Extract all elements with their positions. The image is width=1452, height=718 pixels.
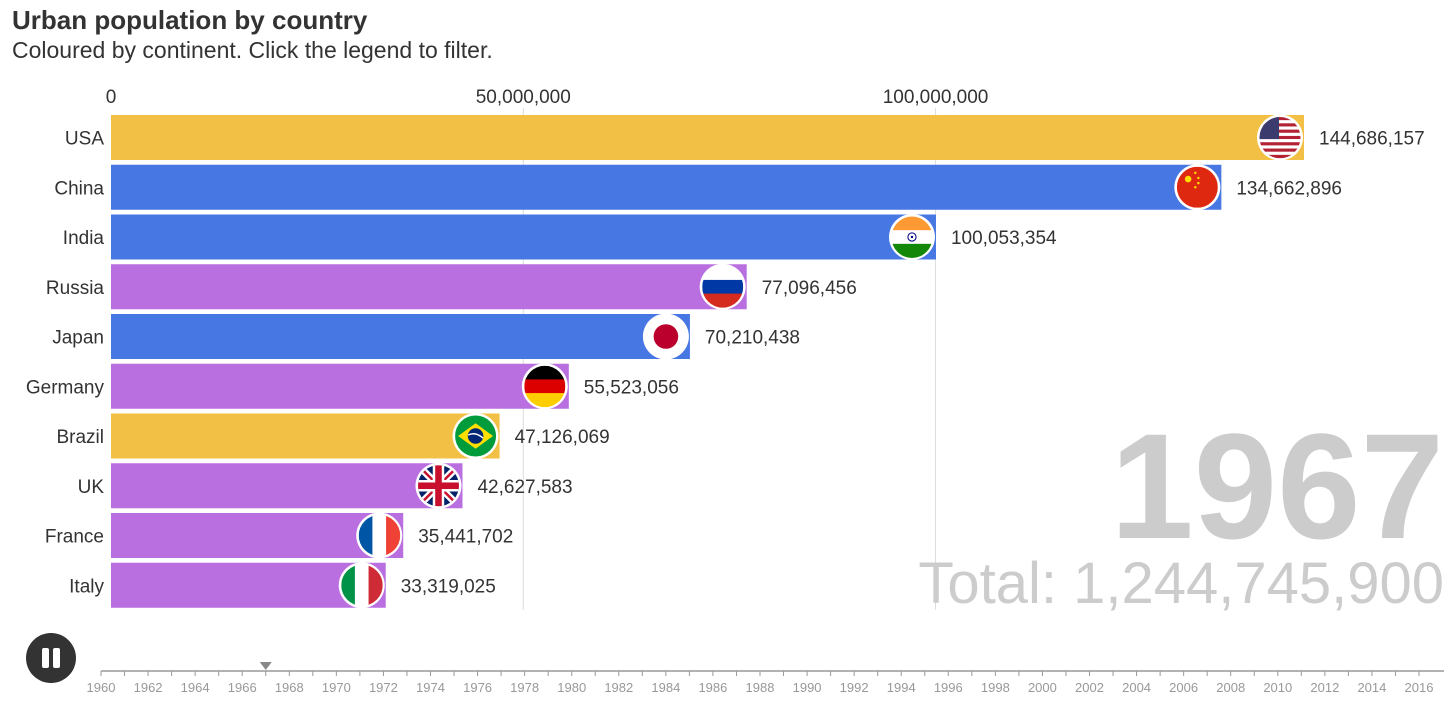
timeline-year-label[interactable]: 1968 <box>275 680 304 695</box>
bar-brazil[interactable] <box>111 413 500 459</box>
bar-category-label: India <box>63 228 105 249</box>
bar-category-label: UK <box>78 477 105 498</box>
timeline-year-label[interactable]: 1972 <box>369 680 398 695</box>
total-label: Total: 1,244,745,900 <box>918 551 1444 616</box>
timeline-year-label[interactable]: 1976 <box>463 680 492 695</box>
bar-france[interactable] <box>111 513 404 558</box>
bar-category-label: Brazil <box>56 427 104 448</box>
timeline-year-label[interactable]: 1986 <box>698 680 727 695</box>
x-tick-label: 50,000,000 <box>476 87 571 108</box>
bar-india[interactable] <box>111 214 936 260</box>
x-tick-label: 100,000,000 <box>883 87 989 108</box>
timeline-year-label[interactable]: 2012 <box>1310 680 1339 695</box>
timeline-year-label[interactable]: 2014 <box>1357 680 1386 695</box>
bar-germany[interactable] <box>111 363 569 409</box>
bar-china[interactable] <box>111 164 1222 210</box>
bar-category-label: Japan <box>52 328 104 349</box>
timeline-year-label[interactable]: 2004 <box>1122 680 1151 695</box>
timeline-year-label[interactable]: 1966 <box>228 680 257 695</box>
bar-value-label: 42,627,583 <box>477 477 572 498</box>
timeline-year-label[interactable]: 1982 <box>604 680 633 695</box>
timeline-year-label[interactable]: 1992 <box>840 680 869 695</box>
russia-flag-icon <box>699 263 746 310</box>
timeline-year-label[interactable]: 1980 <box>557 680 586 695</box>
timeline-handle[interactable] <box>259 662 272 670</box>
timeline-year-label[interactable]: 1978 <box>510 680 539 695</box>
timeline-year-label[interactable]: 2010 <box>1263 680 1292 695</box>
bar-japan[interactable] <box>111 314 690 359</box>
timeline-year-label[interactable]: 2008 <box>1216 680 1245 695</box>
bar-uk[interactable] <box>111 463 463 509</box>
timeline-year-label[interactable]: 1962 <box>134 680 163 695</box>
bar-category-label: China <box>54 178 104 199</box>
bar-category-label: Germany <box>26 377 105 398</box>
bar-value-label: 77,096,456 <box>762 278 857 299</box>
x-tick-label: 0 <box>106 87 117 108</box>
timeline-year-label[interactable]: 2002 <box>1075 680 1104 695</box>
timeline-year-label[interactable]: 1998 <box>981 680 1010 695</box>
usa-flag-icon <box>1257 114 1303 161</box>
timeline-year-label[interactable]: 1990 <box>793 680 822 695</box>
bar-value-label: 47,126,069 <box>515 427 610 448</box>
pause-icon <box>42 648 49 668</box>
bar-value-label: 55,523,056 <box>584 377 679 398</box>
timeline-year-label[interactable]: 1994 <box>887 680 916 695</box>
chart-title: Urban population by country <box>12 5 368 35</box>
timeline-year-label[interactable]: 2006 <box>1169 680 1198 695</box>
france-flag-icon <box>356 512 403 559</box>
bar-category-label: France <box>45 527 104 548</box>
bar-value-label: 35,441,702 <box>418 527 513 548</box>
japan-flag-icon <box>642 313 689 360</box>
timeline-year-label[interactable]: 2016 <box>1405 680 1434 695</box>
year-timeline[interactable]: 1960 1962 1964 1966 1968 1970 1972 1974 1976 1978… <box>87 662 1444 695</box>
bar-value-label: 33,319,025 <box>401 576 496 597</box>
chart-subtitle: Coloured by continent. Click the legend … <box>12 37 493 63</box>
uk-flag-icon <box>415 462 462 509</box>
germany-flag-icon <box>521 363 568 410</box>
timeline-year-label[interactable]: 1974 <box>416 680 445 695</box>
year-label: 1967 <box>1110 402 1444 570</box>
timeline-year-label[interactable]: 1964 <box>181 680 210 695</box>
bar-russia[interactable] <box>111 264 747 310</box>
bar-category-label: Italy <box>69 576 104 597</box>
bar-value-label: 70,210,438 <box>705 328 800 349</box>
timeline-year-label[interactable]: 1996 <box>934 680 963 695</box>
brazil-flag-icon <box>452 413 499 459</box>
pause-button[interactable] <box>26 633 76 683</box>
bar-usa[interactable] <box>111 115 1304 160</box>
bar-value-label: 100,053,354 <box>951 228 1057 249</box>
timeline-year-label[interactable]: 1984 <box>651 680 680 695</box>
timeline-year-label[interactable]: 1970 <box>322 680 351 695</box>
india-flag-icon <box>888 214 935 260</box>
china-flag-icon <box>1174 164 1221 211</box>
italy-flag-icon <box>338 562 385 609</box>
bar-value-label: 134,662,896 <box>1236 178 1342 199</box>
bar-category-label: Russia <box>46 278 105 299</box>
bar-category-label: USA <box>65 129 104 150</box>
bar-value-label: 144,686,157 <box>1319 129 1425 150</box>
timeline-year-label[interactable]: 1960 <box>87 680 116 695</box>
timeline-year-label[interactable]: 1988 <box>746 680 775 695</box>
timeline-year-label[interactable]: 2000 <box>1028 680 1057 695</box>
